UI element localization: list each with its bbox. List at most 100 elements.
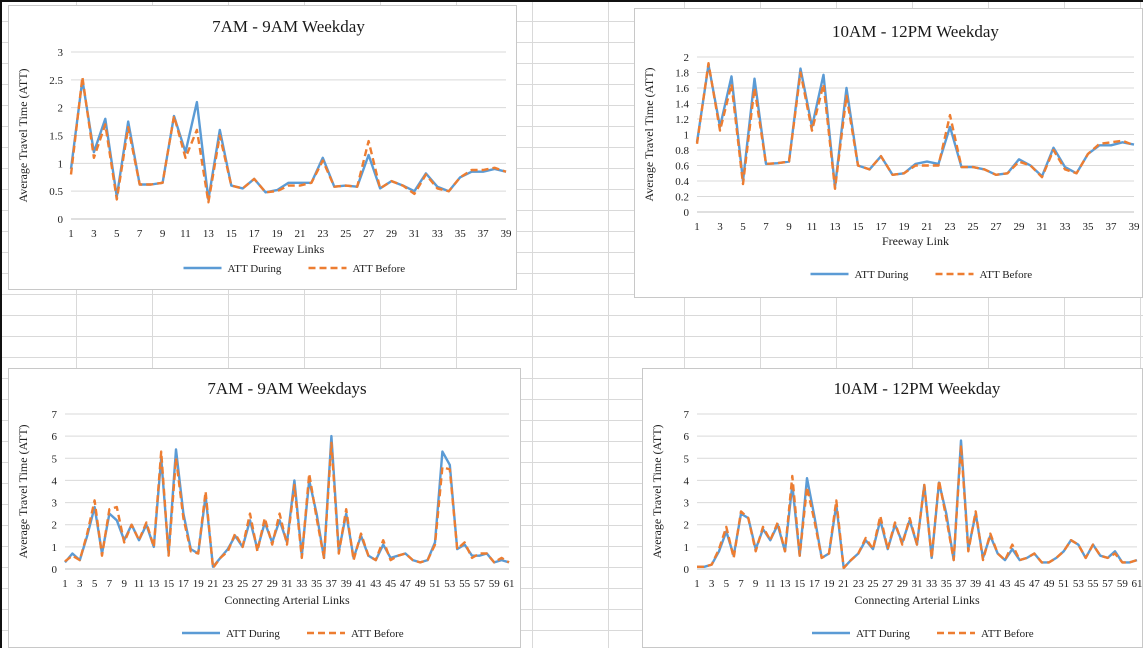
legend-label: ATT Before bbox=[980, 269, 1033, 281]
x-tick-label: 33 bbox=[432, 228, 444, 240]
x-tick-label: 51 bbox=[1058, 578, 1069, 590]
x-tick-label: 31 bbox=[409, 228, 420, 240]
x-tick-label: 3 bbox=[91, 228, 97, 240]
x-tick-label: 37 bbox=[956, 578, 968, 590]
series-line-att-before bbox=[69, 75, 507, 204]
x-tick-label: 7 bbox=[107, 578, 113, 590]
x-tick-label: 27 bbox=[252, 578, 264, 590]
x-tick-label: 29 bbox=[897, 578, 909, 590]
x-tick-label: 45 bbox=[1014, 578, 1026, 590]
x-tick-label: 7 bbox=[763, 221, 769, 233]
y-tick-label: 3 bbox=[684, 498, 690, 510]
x-tick-label: 19 bbox=[272, 228, 284, 240]
series-line-att-during bbox=[695, 63, 1135, 189]
x-tick-label: 49 bbox=[415, 578, 427, 590]
legend-label: ATT During bbox=[228, 263, 282, 275]
x-tick-label: 45 bbox=[385, 578, 397, 590]
x-tick-label: 61 bbox=[504, 578, 515, 590]
x-tick-label: 51 bbox=[430, 578, 441, 590]
x-tick-label: 47 bbox=[400, 578, 412, 590]
legend-label: ATT Before bbox=[353, 263, 406, 275]
y-tick-label: 0.2 bbox=[675, 192, 689, 204]
y-tick-label: 4 bbox=[684, 475, 690, 487]
x-tick-label: 11 bbox=[765, 578, 776, 590]
y-tick-label: 1 bbox=[684, 542, 690, 554]
x-tick-label: 39 bbox=[1129, 221, 1141, 233]
y-tick-label: 0 bbox=[58, 214, 64, 226]
x-tick-label: 3 bbox=[709, 578, 715, 590]
x-tick-label: 31 bbox=[282, 578, 293, 590]
x-tick-label: 59 bbox=[1117, 578, 1129, 590]
x-tick-label: 5 bbox=[92, 578, 98, 590]
y-tick-label: 2 bbox=[684, 520, 690, 532]
x-tick-label: 19 bbox=[824, 578, 836, 590]
y-tick-label: 0 bbox=[684, 564, 690, 576]
x-tick-label: 25 bbox=[868, 578, 880, 590]
x-tick-label: 43 bbox=[370, 578, 382, 590]
y-axis-label: Average Travel Time (ATT) bbox=[16, 424, 30, 558]
x-tick-label: 55 bbox=[459, 578, 471, 590]
x-tick-label: 27 bbox=[882, 578, 894, 590]
legend-label: ATT During bbox=[856, 628, 910, 640]
chart-arterial-10am-12pm[interactable]: 10AM - 12PM Weekday 0 1 2 3 4 5 6 7 1 3 5 7 9 11 13 15 17… bbox=[642, 368, 1143, 648]
x-tick-label: 33 bbox=[296, 578, 308, 590]
x-tick-label: 47 bbox=[1029, 578, 1041, 590]
x-tick-label: 21 bbox=[208, 578, 219, 590]
x-tick-label: 5 bbox=[740, 221, 746, 233]
legend-label: ATT Before bbox=[351, 628, 404, 640]
y-tick-label: 5 bbox=[52, 453, 58, 465]
y-tick-label: 2 bbox=[58, 103, 64, 115]
y-tick-label: 0 bbox=[684, 207, 690, 219]
y-tick-label: 0.8 bbox=[675, 145, 689, 157]
x-tick-label: 25 bbox=[340, 228, 352, 240]
legend-label: ATT During bbox=[855, 269, 909, 281]
x-tick-label: 1 bbox=[62, 578, 68, 590]
x-tick-label: 55 bbox=[1088, 578, 1100, 590]
chart-freeway-10am-12pm[interactable]: 10AM - 12PM Weekday 0 0.2 0.4 0.6 0.8 1 1.2 1.4 1… bbox=[634, 8, 1143, 298]
x-tick-label: 37 bbox=[326, 578, 338, 590]
y-tick-label: 7 bbox=[684, 409, 690, 421]
y-tick-label: 6 bbox=[684, 431, 690, 443]
x-tick-label: 23 bbox=[945, 221, 957, 233]
x-tick-label: 31 bbox=[912, 578, 923, 590]
x-tick-label: 23 bbox=[853, 578, 865, 590]
x-tick-label: 49 bbox=[1044, 578, 1056, 590]
x-tick-label: 11 bbox=[807, 221, 818, 233]
x-tick-label: 35 bbox=[941, 578, 953, 590]
x-tick-label: 17 bbox=[876, 221, 888, 233]
x-tick-label: 27 bbox=[991, 221, 1003, 233]
x-tick-label: 35 bbox=[311, 578, 323, 590]
x-tick-label: 33 bbox=[1060, 221, 1072, 233]
x-tick-label: 25 bbox=[968, 221, 980, 233]
series-line-att-during bbox=[697, 439, 1138, 570]
chart-title: 10AM - 12PM Weekday bbox=[832, 22, 999, 41]
y-tick-label: 1 bbox=[52, 542, 58, 554]
y-axis-label: Average Travel Time (ATT) bbox=[650, 424, 664, 558]
x-tick-label: 41 bbox=[985, 578, 996, 590]
y-tick-label: 0.6 bbox=[675, 161, 689, 173]
y-tick-label: 1.4 bbox=[675, 99, 689, 111]
x-tick-label: 39 bbox=[341, 578, 353, 590]
chart-title: 10AM - 12PM Weekday bbox=[834, 379, 1001, 398]
y-axis-label: Average Travel Time (ATT) bbox=[642, 67, 656, 201]
x-tick-label: 29 bbox=[1014, 221, 1026, 233]
x-tick-label: 19 bbox=[899, 221, 911, 233]
x-tick-label: 15 bbox=[226, 228, 238, 240]
y-tick-label: 6 bbox=[52, 431, 58, 443]
x-tick-label: 41 bbox=[356, 578, 367, 590]
y-axis-label: Average Travel Time (ATT) bbox=[16, 68, 30, 202]
chart-arterial-7am-9am[interactable]: 7AM - 9AM Weekdays 0 1 2 3 4 5 6 7 1 3 5 7 9 11 13 15 17 1… bbox=[8, 368, 521, 648]
chart-freeway-7am-9am[interactable]: 7AM - 9AM Weekday 0 0.5 1 1.5 2 2.5 3 1 3 5 7 9 11 13 1… bbox=[8, 5, 517, 290]
x-tick-label: 57 bbox=[1102, 578, 1114, 590]
y-tick-label: 2 bbox=[684, 52, 690, 64]
y-tick-label: 2.5 bbox=[49, 75, 63, 87]
chart-svg: 10AM - 12PM Weekday 0 0.2 0.4 0.6 0.8 1 1.2 1.4 1… bbox=[642, 22, 1141, 281]
x-tick-label: 53 bbox=[444, 578, 456, 590]
y-tick-label: 1.2 bbox=[675, 114, 689, 126]
x-tick-label: 23 bbox=[317, 228, 329, 240]
x-axis-label: Connecting Arterial Links bbox=[854, 593, 980, 607]
x-tick-label: 39 bbox=[970, 578, 982, 590]
x-tick-label: 43 bbox=[1000, 578, 1012, 590]
